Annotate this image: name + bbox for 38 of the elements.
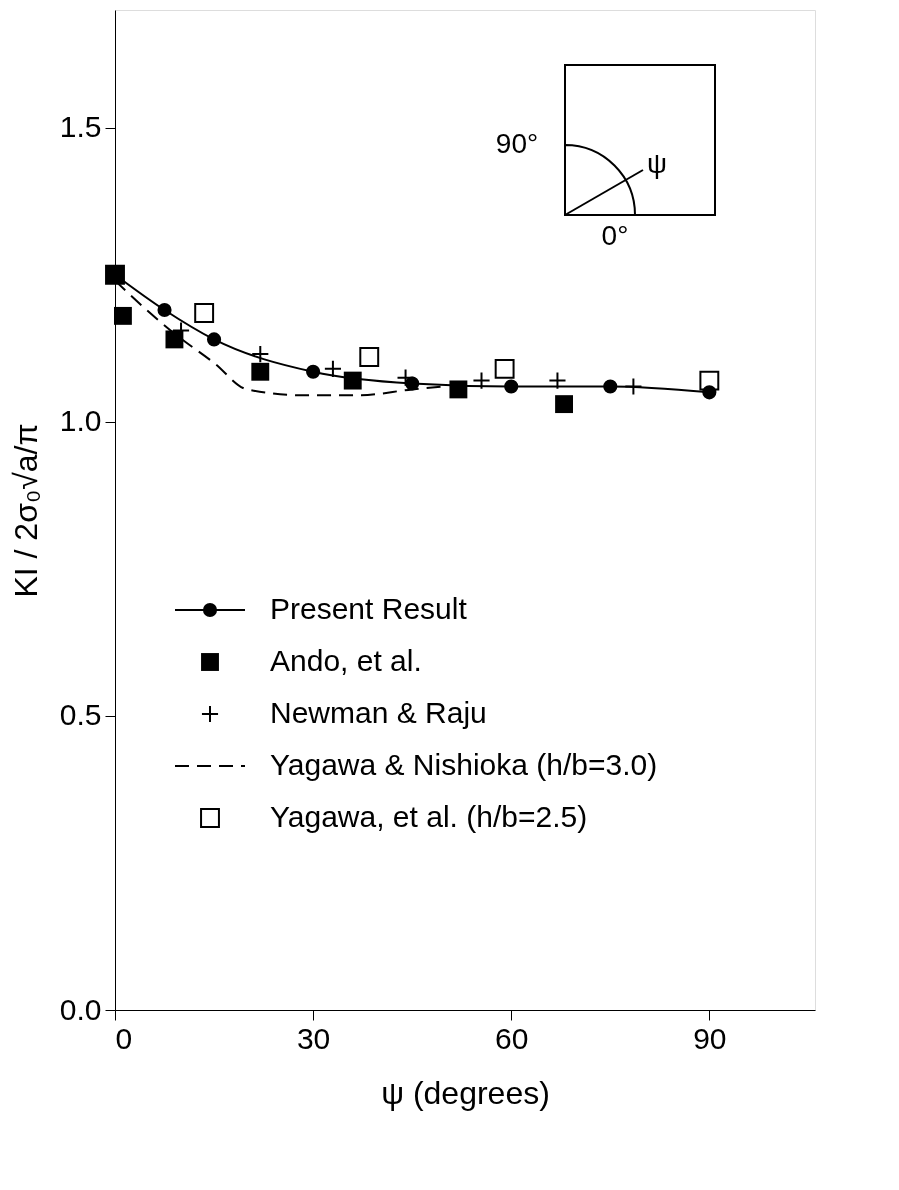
legend-label: Yagawa, et al. (h/b=2.5) [270,800,588,833]
point [699,370,720,391]
y-tick-label: 0.5 [59,698,102,732]
point [504,379,519,394]
point [548,371,567,390]
legend-label: Ando, et al. [270,644,422,677]
x-tick-label: 30 [296,1021,331,1055]
point [194,303,215,323]
point [449,380,468,399]
annotation: 90° [495,128,539,159]
x-tick-label: 60 [495,1021,529,1055]
point [555,395,573,414]
point [251,345,270,364]
point [396,368,415,387]
point [343,371,362,390]
y-tick-label: 1.0 [59,404,102,438]
x-tick-label: 0 [115,1021,133,1055]
point [359,347,380,367]
point [494,358,515,379]
point [251,362,270,381]
point [113,306,132,325]
legend-label: Newman & Raju [270,696,487,729]
legend-label: Present Result [270,592,468,625]
x-axis-title: ψ (degrees) [381,1074,550,1111]
point [323,359,342,378]
legend-label: Yagawa & Nishioka (h/b=3.0) [270,748,658,781]
point [603,379,618,394]
y-axis-title: KI / 2σ₀√a/π [7,423,44,598]
y-tick-label: 1.5 [59,110,102,144]
point [624,377,643,396]
annotation: 0° [601,220,629,251]
point [306,364,321,379]
point [472,371,491,390]
y-tick-label: 0.0 [59,992,102,1026]
x-tick-label: 90 [693,1021,727,1055]
point [206,332,222,347]
point [157,302,172,318]
annotation: ψ [647,148,667,179]
